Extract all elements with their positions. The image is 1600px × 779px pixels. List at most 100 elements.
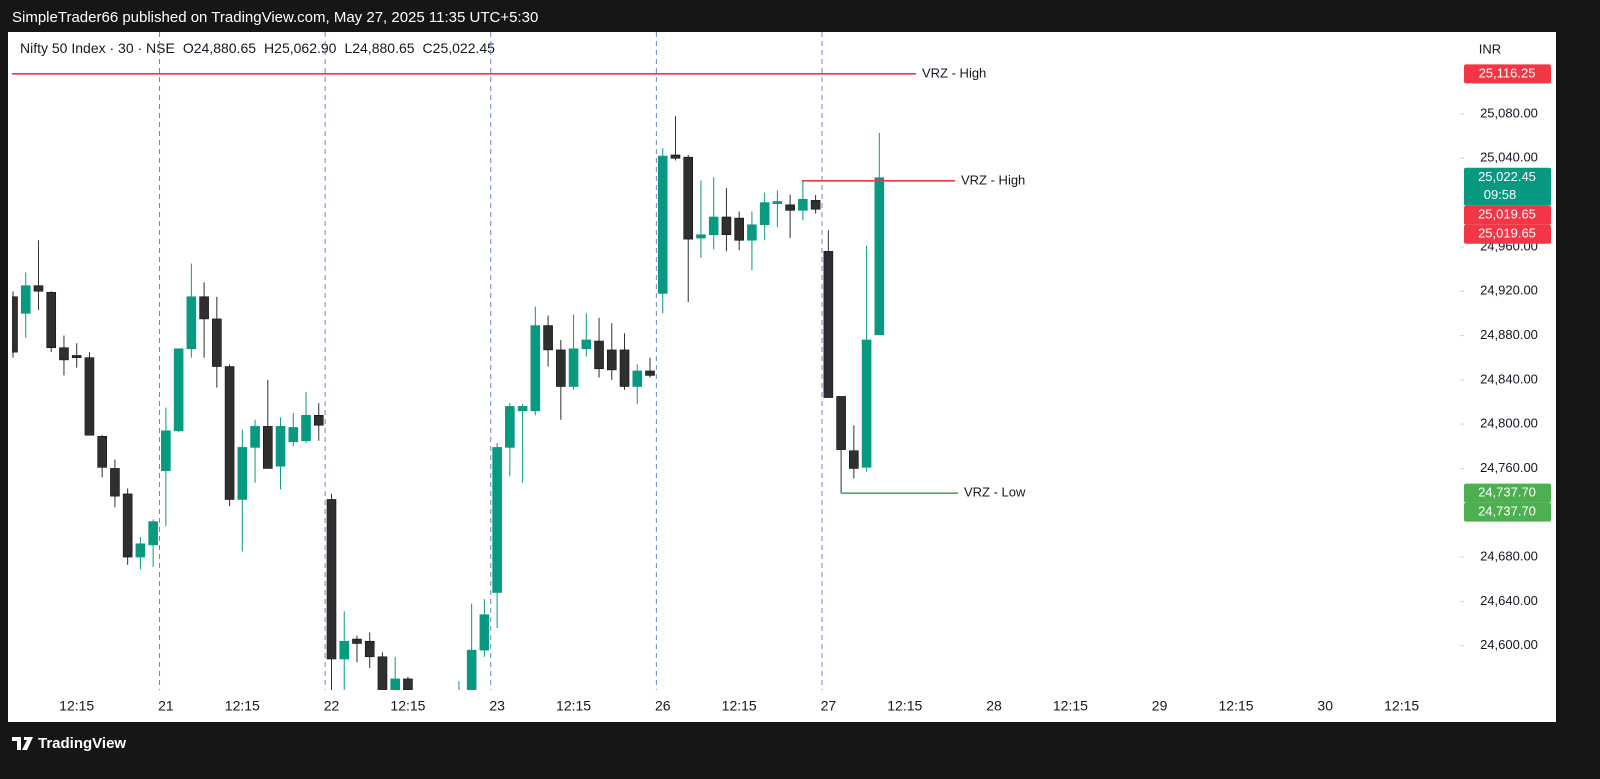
candle-body (199, 296, 209, 320)
brand-logo (12, 737, 33, 750)
level-label: VRZ - Low (964, 485, 1026, 500)
level-price-label: 25,019.65 (1478, 226, 1536, 241)
x-tick-label: 12:15 (59, 698, 94, 714)
candle-body (301, 414, 311, 442)
x-tick-label: 22 (324, 698, 340, 714)
bar-countdown: 09:58 (1484, 187, 1517, 202)
ohlc-key: L (344, 40, 352, 56)
candle-body (772, 201, 783, 205)
y-tick-label: 24,680.00 (1480, 549, 1538, 564)
y-tick-label: 24,640.00 (1480, 593, 1538, 608)
x-tick-label: 12:15 (722, 698, 757, 714)
candle-body (721, 216, 732, 236)
candle-body (186, 296, 197, 350)
x-tick-label: 12:15 (556, 698, 591, 714)
candle-body (377, 656, 388, 690)
level-price-label: 25,116.25 (1479, 65, 1536, 80)
candle-body (20, 285, 31, 314)
candle-body (161, 430, 171, 471)
candle-body (543, 325, 553, 351)
ohlc-value: 24,880.65 (352, 40, 414, 56)
candle-body (734, 217, 744, 241)
level-price-tag (1464, 64, 1551, 84)
candle-body (224, 366, 235, 500)
y-tick-label: 24,800.00 (1480, 416, 1538, 431)
level-price-tag (1464, 224, 1551, 244)
candle-body (479, 614, 490, 651)
ohlc-key: H (264, 40, 274, 56)
candle-body (390, 678, 401, 690)
chart-panel (8, 32, 1556, 722)
candle-body (619, 349, 630, 387)
currency: INR (1479, 41, 1501, 56)
candle-body (785, 204, 795, 211)
x-tick-label: 12:15 (225, 698, 260, 714)
symbol-legend: Nifty 50 Index · 30 · NSE O24,880.65 H25,0… (20, 40, 495, 56)
candle-body (326, 499, 337, 660)
ohlc-value: 24,880.65 (194, 40, 256, 56)
candle-body (466, 649, 477, 690)
symbol: Nifty 50 Index · 30 · NSE (20, 40, 175, 56)
level-price-tag (1464, 205, 1551, 225)
last-price-tag (1464, 167, 1551, 206)
level-price-tag (1464, 483, 1551, 503)
price-axis: 24,600.00 24,640.00 24,680.00 24,760.00 24,8… (1460, 64, 1551, 652)
candle-body (59, 347, 69, 361)
candle-body (798, 198, 808, 211)
candle-body (135, 543, 146, 558)
x-tick-label: 12:15 (1053, 698, 1088, 714)
y-tick-label: 24,880.00 (1480, 327, 1538, 342)
candle-body (288, 427, 299, 443)
candle-body (517, 406, 528, 412)
candle-body (530, 325, 541, 412)
candle-body (237, 447, 248, 500)
candle-body (696, 234, 706, 239)
ohlc-key: C (423, 40, 433, 56)
candle-body (262, 426, 273, 469)
candle-body (861, 339, 872, 468)
candle-body (352, 638, 362, 644)
candle-body (212, 318, 222, 367)
candle-body (594, 340, 604, 370)
candle-body (97, 436, 107, 468)
publisher-line: SimpleTrader66 published on TradingView.… (12, 9, 538, 26)
candle-body (849, 450, 859, 469)
candle-body (275, 426, 286, 467)
candle-body (339, 640, 350, 660)
x-tick-label: 26 (655, 698, 671, 714)
y-tick-label: 25,040.00 (1480, 150, 1538, 165)
plot-area (12, 32, 885, 690)
candle-body (148, 521, 158, 546)
footer: TradingView (12, 735, 126, 752)
candle-body (12, 296, 18, 353)
candle-body (492, 447, 502, 593)
candle-body (71, 355, 82, 358)
candle-body (403, 678, 413, 690)
candle-body (645, 370, 655, 376)
level-price-label: 25,019.65 (1478, 207, 1536, 222)
x-tick-label: 12:15 (1219, 698, 1254, 714)
last-price-label: 25,022.45 (1478, 169, 1536, 184)
candle-body (657, 155, 668, 294)
x-tick-label: 12:15 (1384, 698, 1419, 714)
candle-body (810, 200, 821, 210)
candle-body (874, 177, 885, 336)
x-tick-label: 12:15 (887, 698, 922, 714)
brand-name: TradingView (38, 735, 126, 752)
candle-body (568, 348, 579, 387)
level-price-label: 24,737.70 (1478, 485, 1536, 500)
y-tick-label: 24,760.00 (1480, 460, 1538, 475)
x-tick-label: 30 (1317, 698, 1333, 714)
x-tick-label: 29 (1152, 698, 1168, 714)
candle-body (505, 406, 515, 448)
candle-body (46, 292, 57, 349)
candle-body (747, 224, 757, 241)
candle-body (364, 640, 375, 658)
y-tick-label: 24,840.00 (1480, 371, 1538, 386)
candle-body (581, 339, 592, 350)
ohlc-value: 25,022.45 (433, 40, 495, 56)
x-tick-label: 21 (158, 698, 174, 714)
candle-body (836, 396, 846, 450)
candle-body (122, 493, 133, 558)
